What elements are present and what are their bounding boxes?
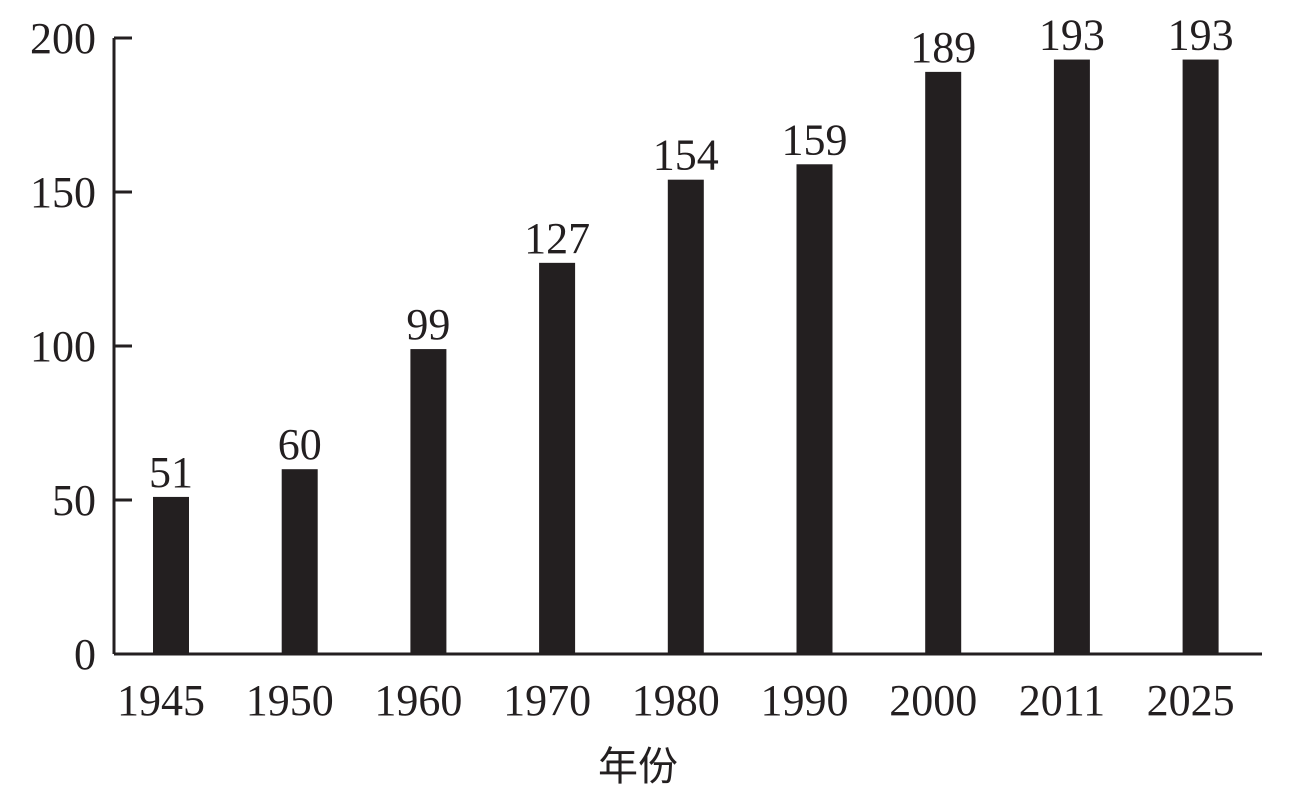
bar-value-label: 51 — [149, 448, 193, 497]
x-tick-label: 1980 — [632, 676, 720, 725]
x-tick-label: 1960 — [374, 676, 462, 725]
y-tick-label: 100 — [30, 322, 96, 371]
x-tick-label: 1950 — [246, 676, 334, 725]
bar — [281, 469, 318, 654]
y-tick-label: 150 — [30, 168, 96, 217]
bar — [1053, 59, 1090, 655]
bar — [796, 164, 833, 654]
bar — [153, 496, 189, 654]
bar-value-label: 193 — [1168, 11, 1234, 60]
data-labels: 51 60 99 127 154 159 189 193 193 — [149, 11, 1234, 497]
x-axis-tick-labels: 1945 1950 1960 1970 1980 1990 2000 2011 2025 — [117, 676, 1235, 725]
x-tick-label: 1945 — [117, 676, 205, 725]
x-tick-label: 1970 — [503, 676, 591, 725]
x-tick-label: 2000 — [889, 676, 977, 725]
bar — [1182, 59, 1219, 655]
bar — [410, 349, 447, 654]
bars — [153, 59, 1219, 655]
x-tick-label: 2011 — [1019, 676, 1105, 725]
y-axis-ticks: 0 50 100 150 200 — [30, 14, 132, 679]
x-tick-label: 2025 — [1147, 676, 1235, 725]
bar — [925, 71, 962, 654]
y-tick-label: 50 — [52, 476, 96, 525]
bar — [667, 179, 704, 654]
bar-value-label: 154 — [653, 131, 719, 180]
x-axis-title: 年份 — [598, 744, 678, 789]
y-tick-label: 200 — [30, 14, 96, 63]
bar-value-label: 127 — [524, 214, 590, 263]
bar-value-label: 60 — [278, 420, 322, 469]
bar-value-label: 159 — [782, 115, 848, 164]
bar — [539, 262, 576, 654]
bar-value-label: 189 — [910, 23, 976, 72]
bar-value-label: 99 — [406, 300, 450, 349]
x-tick-label: 1990 — [761, 676, 849, 725]
bar-value-label: 193 — [1039, 11, 1105, 60]
y-tick-label: 0 — [74, 630, 96, 679]
